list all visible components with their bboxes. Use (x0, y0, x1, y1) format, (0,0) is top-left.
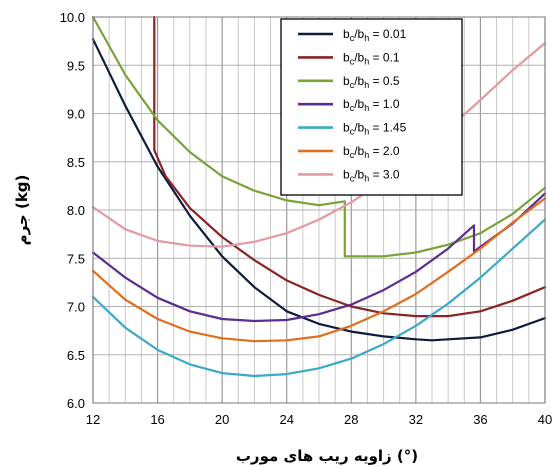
y-tick-label: 7.5 (67, 251, 85, 266)
x-tick-label: 12 (86, 412, 100, 427)
x-axis-title: زاویه ریب های مورب (°) (236, 447, 418, 465)
series-line-5 (91, 218, 547, 378)
y-tick-label: 7.0 (67, 300, 85, 315)
x-tick-label: 28 (344, 412, 358, 427)
y-tick-label: 8.0 (67, 203, 85, 218)
x-tick-label: 24 (279, 412, 293, 427)
legend-label-1: bc/bh = 0.01 (343, 27, 407, 43)
legend-label-7: bc/bh = 3.0 (343, 167, 400, 183)
series-line-2 (153, 15, 547, 318)
y-axis-ticks: 6.0 6.5 7.0 7.5 8.0 8.5 9.0 9.5 10.0 (60, 10, 85, 411)
series-line-3 (91, 15, 547, 258)
plot-area-frame (92, 16, 546, 404)
x-tick-label: 40 (538, 412, 552, 427)
y-axis-title: جرم (kg) (13, 175, 31, 246)
x-tick-label: 16 (150, 412, 164, 427)
series-line-4 (91, 192, 547, 323)
legend-label-3: bc/bh = 0.5 (343, 74, 400, 90)
y-tick-label: 6.0 (67, 396, 85, 411)
legend-label-6: bc/bh = 2.0 (343, 144, 400, 160)
y-tick-label: 9.0 (67, 107, 85, 122)
x-tick-label: 32 (409, 412, 423, 427)
legend-label-2: bc/bh = 0.1 (343, 50, 400, 66)
y-tick-label: 6.5 (67, 348, 85, 363)
legend-box (280, 18, 463, 196)
y-tick-label: 9.5 (67, 58, 85, 73)
y-tick-label: 10.0 (60, 10, 85, 25)
series-line-7 (91, 42, 547, 248)
legend: bc/bh = 0.01 bc/bh = 0.1 bc/bh = 0.5 bc/bh … (280, 18, 463, 196)
series-line-1 (91, 38, 547, 342)
legend-label-5: bc/bh = 1.45 (343, 121, 407, 137)
y-tick-label: 8.5 (67, 155, 85, 170)
x-tick-label: 36 (473, 412, 487, 427)
legend-label-4: bc/bh = 1.0 (343, 97, 400, 113)
x-tick-label: 20 (215, 412, 229, 427)
series-line-6 (91, 197, 547, 343)
x-axis-ticks: 12 16 20 24 28 32 36 40 (86, 412, 552, 427)
series-layer (91, 15, 547, 378)
